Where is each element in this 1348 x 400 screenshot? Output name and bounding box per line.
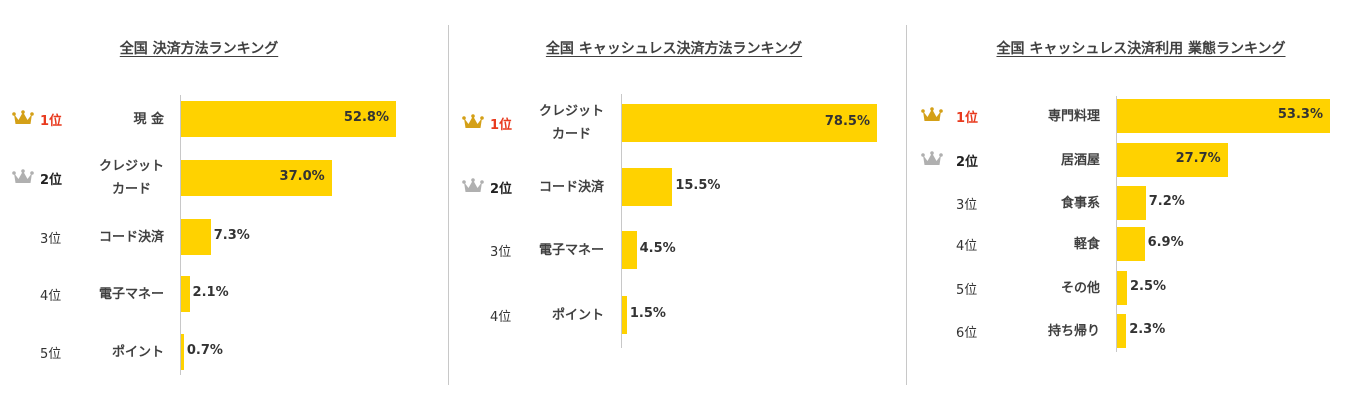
category-label: 電子マネー (539, 239, 604, 262)
category-label: 電子マネー (99, 283, 164, 306)
panel-title: 全国 キャッシュレス決済方法ランキング (545, 41, 803, 57)
category-label-line: 食事系 (1060, 195, 1100, 211)
panel-divider (906, 25, 907, 385)
category-label-line: カード (551, 127, 591, 142)
category-label-line: 電子マネー (98, 286, 164, 302)
bar (1117, 314, 1127, 348)
data-label: 78.5% (824, 114, 870, 129)
silver-crown-icon (921, 151, 943, 171)
category-label: 居酒屋 (1061, 149, 1100, 172)
rank-label: 5位 (40, 347, 62, 362)
rank-label: 1位 (956, 111, 979, 126)
bar (622, 168, 673, 206)
data-label: 7.3% (213, 228, 250, 243)
silver-crown-icon (462, 178, 484, 198)
rank-label: 5位 (956, 283, 978, 298)
chart-axis (621, 94, 622, 348)
rank-label: 3位 (40, 232, 62, 247)
bar (1117, 99, 1330, 133)
rank-label: 1位 (40, 114, 63, 129)
chart-axis (1116, 96, 1117, 352)
data-label: 15.5% (675, 178, 721, 193)
cashless-method-ranking-panel: 全国 キャッシュレス決済方法ランキング 78.5% 1位 クレジットカード 15.5%… (450, 0, 904, 400)
bar (622, 104, 877, 142)
data-label: 2.5% (1129, 279, 1167, 294)
bar (181, 276, 190, 312)
category-label: 軽食 (1074, 233, 1100, 256)
rank-label: 2位 (40, 173, 63, 188)
bar (622, 296, 627, 334)
category-label-line: 電子マネー (538, 242, 604, 258)
category-label: ポイント (112, 341, 164, 364)
category-label-line: ポイント (111, 344, 164, 360)
rank-label: 1位 (490, 118, 513, 133)
category-label: コード決済 (539, 176, 604, 199)
category-label-line: ポイント (551, 307, 604, 323)
bar (181, 101, 396, 137)
bar (1117, 227, 1145, 261)
bar (622, 231, 637, 269)
panel-divider (448, 25, 449, 385)
bar (181, 219, 211, 255)
gold-crown-icon (921, 107, 943, 127)
data-label: 1.5% (629, 306, 666, 321)
bar (1117, 271, 1127, 305)
category-label-line: カード (111, 182, 151, 197)
data-label: 2.1% (192, 285, 229, 300)
data-label: 0.7% (186, 343, 223, 358)
silver-crown-icon (12, 169, 34, 189)
rank-label: 2位 (490, 182, 513, 197)
data-label: 2.3% (1129, 322, 1166, 337)
category-label-line: コード決済 (98, 229, 164, 245)
cashless-business-type-ranking-panel: 全国 キャッシュレス決済利用 業態ランキング 53.3% 1位 専門料理 27.7% 2… (908, 0, 1348, 400)
rank-label: 4位 (40, 289, 62, 304)
rank-label: 4位 (956, 239, 978, 254)
category-label: クレジット カード (539, 100, 604, 146)
data-label: 7.2% (1148, 194, 1185, 209)
category-label: ポイント (552, 304, 604, 327)
category-label-line: その他 (1060, 280, 1100, 296)
data-label: 6.9% (1147, 235, 1184, 250)
gold-crown-icon (12, 110, 34, 130)
panel-title: 全国 キャッシュレス決済利用 業態ランキング (996, 41, 1286, 57)
category-label-line: クレジット (98, 159, 164, 174)
data-label: 4.5% (639, 241, 676, 256)
data-label: 52.8% (343, 110, 389, 125)
bar (1117, 143, 1228, 177)
category-label: 食事系 (1061, 192, 1100, 215)
category-label-line: 専門料理 (1047, 108, 1100, 124)
category-label: 現 金 (133, 108, 164, 131)
rank-label: 4位 (490, 310, 512, 325)
category-label: クレジット カード (99, 155, 164, 201)
category-label-line: 居酒屋 (1060, 152, 1100, 168)
category-label: 専門料理 (1048, 105, 1100, 128)
data-label: 53.3% (1277, 107, 1323, 122)
bar (181, 160, 332, 196)
category-label: 持ち帰り (1048, 320, 1100, 343)
data-label: 37.0% (279, 169, 325, 184)
rank-label: 3位 (956, 198, 978, 213)
bar (1117, 186, 1146, 220)
category-label: コード決済 (99, 226, 164, 249)
category-label-line: 現 金 (133, 111, 164, 127)
chart-axis (180, 95, 181, 375)
category-label: その他 (1061, 277, 1100, 300)
category-label-line: 持ち帰り (1047, 323, 1100, 339)
data-label: 27.7% (1175, 151, 1221, 166)
rank-label: 3位 (490, 245, 512, 260)
gold-crown-icon (462, 114, 484, 134)
category-label-line: 軽食 (1073, 236, 1100, 252)
bar (181, 334, 184, 370)
panel-title: 全国 決済方法ランキング (119, 41, 279, 57)
category-label-line: クレジット (538, 104, 604, 119)
rank-label: 6位 (956, 326, 978, 341)
payment-method-ranking-panel: 全国 決済方法ランキング 52.8% 1位 現 金 37.0% 2位 クレジットカード 7.… (0, 0, 446, 400)
category-label-line: コード決済 (538, 179, 604, 195)
rank-label: 2位 (956, 155, 979, 170)
